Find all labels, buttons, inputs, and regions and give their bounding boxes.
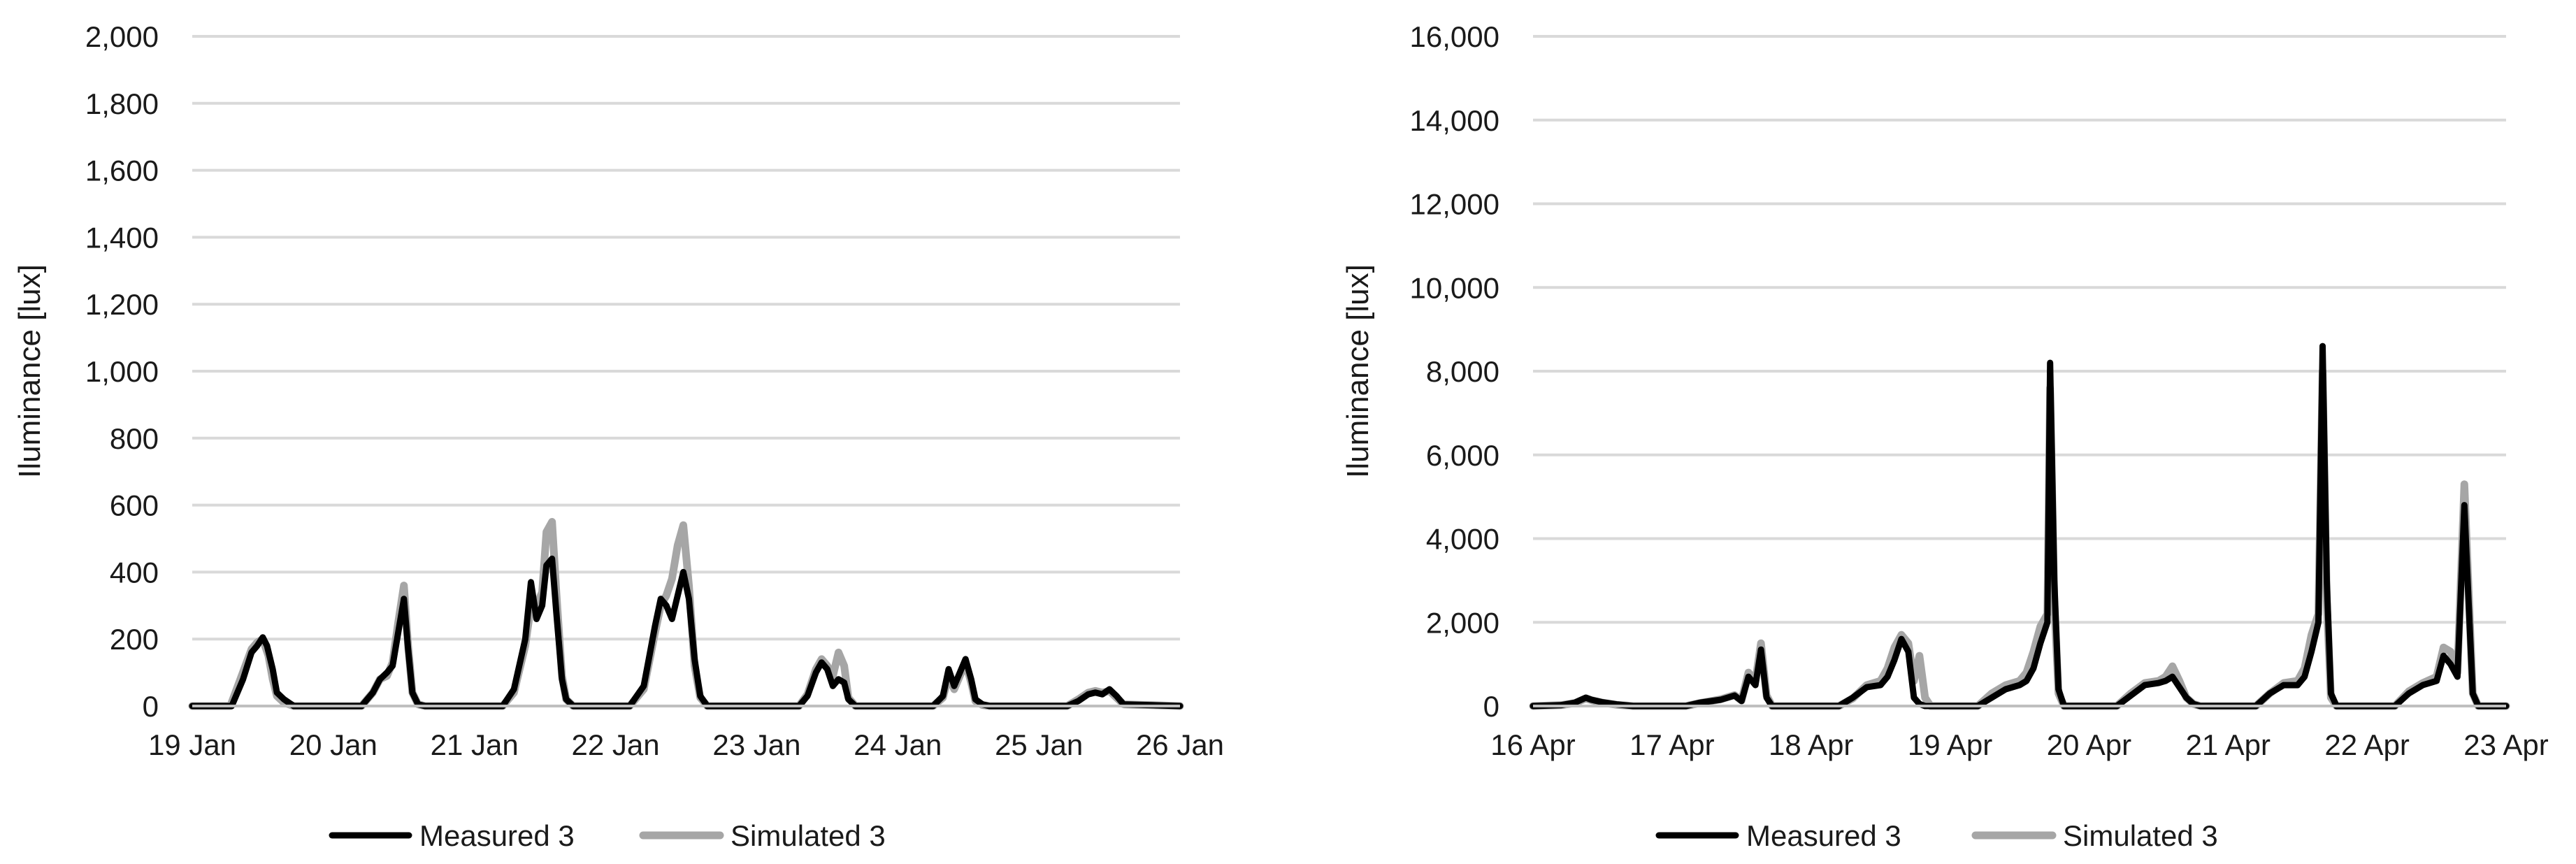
y-tick-label: 1,600	[85, 154, 159, 187]
x-tick-label: 26 Jan	[1136, 728, 1224, 761]
x-tick-label: 22 Jan	[572, 728, 660, 761]
x-tick-label: 19 Apr	[1908, 728, 1992, 761]
y-tick-label: 1,400	[85, 221, 159, 254]
y-axis-label: Iluminance [lux]	[1341, 264, 1375, 478]
y-tick-label: 6,000	[1426, 439, 1499, 472]
x-tick-label: 20 Jan	[289, 728, 377, 761]
y-tick-label: 200	[110, 623, 159, 656]
x-tick-label: 25 Jan	[995, 728, 1083, 761]
y-tick-label: 12,000	[1410, 188, 1499, 221]
chart-1: 0 200 400 600 800 1,000 1,200 1,400 1,600 1,800 2,…	[13, 20, 1224, 852]
y-tick-label: 8,000	[1426, 355, 1499, 388]
y-tick-label: 400	[110, 556, 159, 589]
x-tick-label: 16 Apr	[1490, 728, 1575, 761]
x-tick-label: 21 Apr	[2186, 728, 2271, 761]
y-tick-label: 800	[110, 422, 159, 455]
series-line-measured-3	[189, 555, 1183, 710]
x-tick-label: 21 Jan	[431, 728, 519, 761]
x-tick-label: 22 Apr	[2324, 728, 2409, 761]
chart-2: 0 2,000 4,000 6,000 8,000 10,000 12,000 14,000 1…	[1341, 20, 2549, 852]
series-line-measured-3	[1530, 343, 2510, 710]
x-tick-label: 18 Apr	[1769, 728, 1853, 761]
legend-label: Simulated 3	[2063, 819, 2218, 852]
y-tick-label: 4,000	[1426, 523, 1499, 556]
x-tick-label: 20 Apr	[2047, 728, 2131, 761]
y-tick-label: 1,800	[85, 87, 159, 120]
x-tick-label: 19 Jan	[148, 728, 236, 761]
y-tick-label: 1,000	[85, 355, 159, 388]
x-tick-label: 24 Jan	[854, 728, 942, 761]
legend-label: Measured 3	[1746, 819, 1901, 852]
y-axis-label: Iluminance [lux]	[13, 264, 47, 478]
y-tick-label: 14,000	[1410, 104, 1499, 137]
legend-label: Simulated 3	[731, 819, 886, 852]
legend-label: Measured 3	[419, 819, 575, 852]
y-tick-label: 2,000	[85, 20, 159, 53]
x-tick-label: 17 Apr	[1629, 728, 1714, 761]
y-tick-label: 0	[143, 690, 159, 723]
y-tick-label: 1,200	[85, 288, 159, 321]
y-tick-label: 2,000	[1426, 606, 1499, 639]
y-tick-label: 600	[110, 489, 159, 522]
y-tick-label: 16,000	[1410, 20, 1499, 53]
x-tick-label: 23 Jan	[712, 728, 800, 761]
x-tick-label: 23 Apr	[2463, 728, 2548, 761]
series-line-simulated-3	[188, 518, 1184, 710]
y-tick-label: 0	[1483, 690, 1499, 723]
y-tick-label: 10,000	[1410, 271, 1499, 304]
